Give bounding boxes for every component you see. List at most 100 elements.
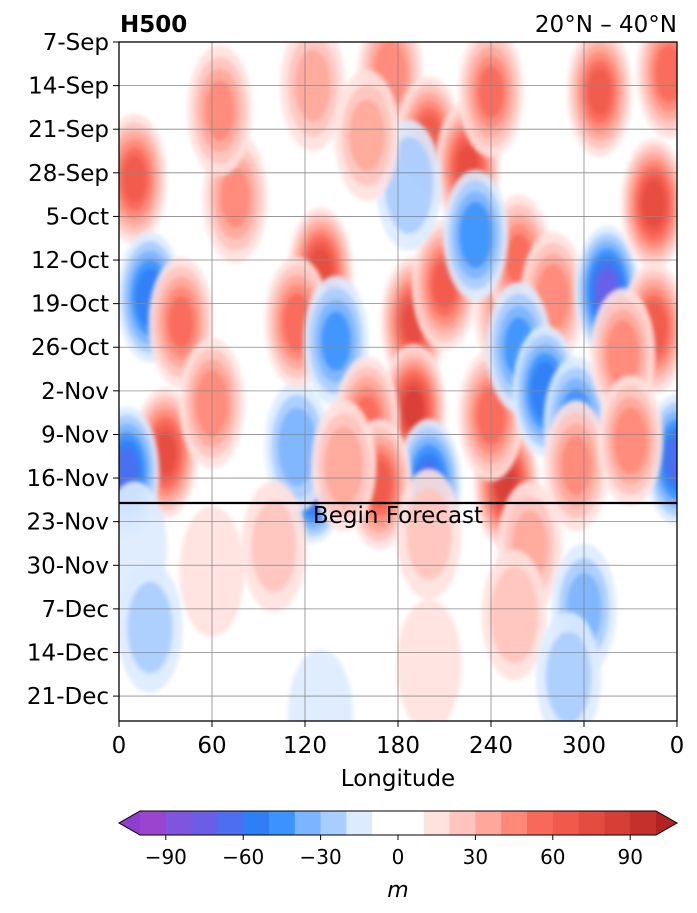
colorbar-segment	[165, 811, 193, 835]
plot-area: Begin Forecast	[118, 41, 678, 722]
anomaly-band	[613, 407, 648, 474]
anomaly-50	[396, 599, 462, 721]
colorbar: −90 −60 −30 0 30 60 90	[117, 810, 679, 869]
colorbar-segment	[269, 811, 296, 835]
colorbar-segment	[140, 811, 167, 835]
anomaly-band	[122, 155, 147, 203]
y-tick-label: 14-Sep	[28, 74, 109, 100]
forecast-label: Begin Forecast	[313, 503, 483, 529]
anomaly-band	[167, 296, 195, 349]
x-tick-label: 60	[197, 733, 226, 759]
anomaly-band	[127, 581, 173, 674]
colorbar-label: m	[387, 878, 408, 903]
colorbar-segment	[604, 811, 631, 835]
anomaly-47	[396, 468, 462, 600]
anomaly-band	[220, 167, 251, 228]
y-tick-label: 7-Sep	[43, 30, 109, 56]
chart-subtitle: 20°N – 40°N	[535, 12, 677, 38]
anomaly-band	[396, 599, 462, 721]
colorbar-extend-high	[656, 811, 677, 835]
y-tick-label: 9-Nov	[41, 422, 109, 448]
colorbar-segment	[191, 811, 218, 835]
anomaly-band	[490, 566, 539, 664]
colorbar-tick-label: 60	[540, 845, 565, 869]
anomaly-band	[561, 435, 592, 496]
x-axis: 0 60 120 180 240 300 0	[112, 721, 685, 759]
anomaly-24	[311, 400, 377, 532]
colorbar-segment	[527, 811, 554, 835]
x-tick-label: 0	[112, 733, 127, 759]
colorbar-segment	[423, 811, 451, 835]
x-tick-label: 0	[670, 733, 685, 759]
colorbar-segment	[501, 811, 528, 835]
anomaly-band	[403, 389, 424, 430]
anomaly-band	[654, 43, 677, 103]
anomaly-band	[324, 426, 364, 505]
colorbar-tick-label: −90	[145, 845, 187, 869]
grid-lines	[118, 41, 678, 721]
anomaly-band	[458, 201, 493, 269]
anomaly-band	[287, 649, 354, 721]
colorbar-tick-label: −60	[222, 845, 264, 869]
x-tick-label: 180	[376, 733, 420, 759]
y-tick-label: 28-Sep	[28, 161, 109, 187]
anomaly-band	[587, 68, 612, 116]
anomaly-42	[187, 45, 253, 176]
colorbar-segment	[475, 811, 502, 835]
y-tick-label: 26-Oct	[31, 335, 109, 361]
colorbar-segment	[449, 811, 476, 835]
anomaly-55	[287, 649, 354, 721]
y-tick-label: 30-Nov	[27, 553, 109, 579]
x-tick-label: 300	[562, 733, 606, 759]
anomaly-45	[241, 481, 307, 612]
x-tick-label: 240	[469, 733, 513, 759]
x-tick-label: 120	[283, 733, 327, 759]
anomaly-band	[204, 80, 235, 141]
colorbar-segment	[294, 811, 322, 835]
colorbar-segment	[372, 811, 425, 835]
colorbar-segment	[217, 811, 244, 835]
anomaly-28	[442, 169, 509, 301]
anomaly-43	[334, 70, 400, 201]
colorbar-segment	[578, 811, 605, 835]
chart-title: H500	[120, 12, 187, 38]
colorbar-tick-label: 0	[392, 845, 405, 869]
anomaly-band	[665, 436, 677, 483]
y-tick-label: 23-Nov	[27, 510, 109, 536]
anomaly-band	[154, 431, 177, 475]
anomaly-41	[597, 375, 664, 507]
anomaly-34	[621, 138, 677, 270]
anomaly-band	[545, 631, 592, 721]
y-tick-label: 2-Nov	[41, 379, 109, 405]
y-tick-label: 21-Dec	[27, 684, 109, 710]
colorbar-outline	[117, 810, 679, 836]
anomaly-17	[411, 219, 478, 351]
y-tick-label: 16-Nov	[27, 466, 109, 492]
y-tick-label: 14-Dec	[27, 640, 109, 666]
anomaly-band	[606, 320, 640, 387]
anomaly-15	[458, 42, 524, 158]
anomaly-54	[119, 562, 183, 693]
anomaly-band	[251, 500, 297, 593]
y-tick-label: 5-Oct	[46, 204, 109, 230]
anomaly-band	[641, 180, 666, 228]
colorbar-extend-low	[119, 811, 140, 835]
colorbar-segment	[243, 811, 270, 835]
y-tick-label: 21-Sep	[28, 117, 109, 143]
anomaly-37	[566, 42, 633, 158]
colorbar-segment	[320, 811, 347, 835]
anomaly-band	[406, 488, 452, 580]
colorbar-tick-label: 30	[463, 845, 488, 869]
colorbar-tick-label: 90	[617, 845, 642, 869]
anomaly-0	[119, 113, 168, 245]
anomaly-band	[349, 99, 385, 172]
y-axis: 7-Sep 14-Sep 21-Sep 28-Sep 5-Oct 12-Oct 19-Oct…	[27, 30, 119, 710]
anomaly-36	[636, 42, 677, 139]
anomaly-44	[280, 42, 346, 151]
y-tick-label: 19-Oct	[31, 292, 109, 318]
y-tick-label: 7-Dec	[42, 597, 109, 623]
colorbar-segment	[630, 811, 657, 835]
colorbar-tick-label: −30	[299, 845, 341, 869]
anomaly-band	[321, 310, 351, 372]
